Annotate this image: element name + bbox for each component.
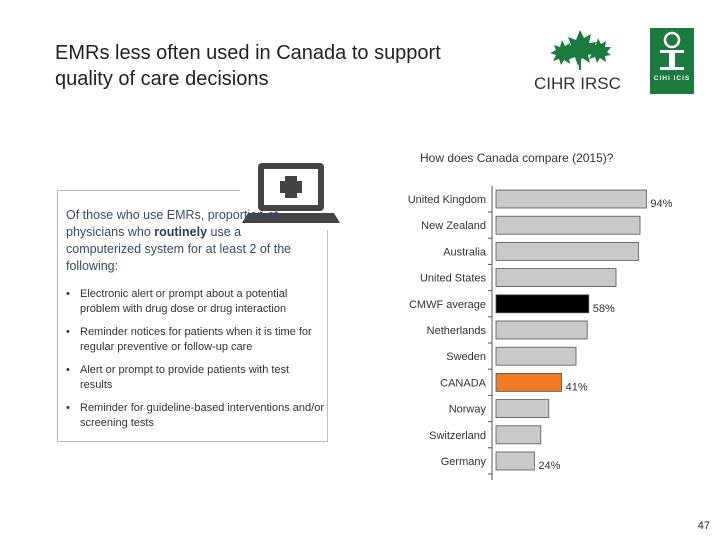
category-label: Sweden: [446, 351, 486, 363]
laptop-medical-icon: [240, 160, 345, 230]
bar-new-zealand: [495, 215, 641, 235]
category-label: Switzerland: [429, 430, 486, 442]
chart-title: How does Canada compare (2015)?: [420, 151, 614, 165]
bar-united-kingdom: [495, 189, 647, 209]
data-label: 94%: [650, 198, 672, 210]
bullet-marker: •: [66, 402, 70, 414]
bar-cmwf-average: [495, 294, 590, 314]
panel-intro-text: Of those who use EMRs, proportion of phy…: [66, 207, 316, 275]
data-label: 24%: [538, 460, 560, 472]
bar-germany: [495, 451, 535, 471]
list-item-text: Electronic alert or prompt about a poten…: [80, 288, 288, 315]
slide-title-line-2: quality of care decisions: [55, 68, 269, 90]
list-item: • Reminder for guideline-based interventi…: [66, 401, 324, 431]
bar-norway: [495, 399, 550, 419]
comparison-bar-chart: United Kingdom 94% New Zealand Australia Uni…: [408, 186, 673, 480]
bar-australia: [495, 242, 639, 261]
bar-canada: [495, 372, 562, 392]
bullet-marker: •: [66, 326, 70, 338]
category-label: United States: [420, 273, 487, 285]
slide-title-line-1: EMRs less often used in Canada to suppor…: [55, 42, 441, 64]
list-item-text: Reminder notices for patients when it is…: [80, 326, 312, 353]
bar-switzerland: [495, 425, 542, 445]
info-panel: [57, 190, 328, 442]
list-item-text: Alert or prompt to provide patients with…: [80, 364, 290, 391]
cihr-logo: CIHR IRSC: [534, 30, 621, 93]
svg-text:CIHR IRSC: CIHR IRSC: [534, 74, 621, 93]
cihi-logo: CIHI ICIS: [650, 28, 694, 94]
category-label: Netherlands: [427, 325, 487, 337]
list-item-text: Reminder for guideline-based interventio…: [80, 402, 324, 429]
bar-netherlands: [495, 320, 588, 340]
data-label: 41%: [566, 381, 588, 393]
bar-united-states: [495, 268, 617, 287]
data-label: 58%: [593, 303, 615, 315]
leaf-cluster-icon: [550, 30, 611, 70]
criteria-list: • Electronic alert or prompt about a pote…: [66, 287, 324, 439]
category-label: CMWF average: [409, 299, 486, 311]
svg-text:CIHI ICIS: CIHI ICIS: [654, 75, 690, 82]
category-label: United Kingdom: [408, 194, 486, 206]
intro-pre: Of those who use EMRs, proportion of phy…: [66, 208, 278, 239]
bar-sweden: [495, 346, 577, 366]
page-number: 47: [697, 520, 710, 532]
category-label: Australia: [443, 246, 487, 258]
list-item: • Electronic alert or prompt about a pote…: [66, 287, 324, 317]
intro-post: use a computerized system for at least 2…: [66, 225, 292, 273]
category-label: Germany: [441, 456, 487, 468]
category-label: New Zealand: [421, 220, 486, 232]
category-label: CANADA: [440, 377, 487, 389]
intro-bold: routinely: [154, 225, 208, 239]
list-item: • Alert or prompt to provide patients wit…: [66, 363, 324, 393]
category-label: Norway: [449, 404, 487, 416]
list-item: • Reminder notices for patients when it i…: [66, 325, 324, 355]
bullet-marker: •: [66, 364, 70, 376]
slide-title: EMRs less often used in Canada to suppor…: [55, 40, 515, 92]
bullet-marker: •: [66, 288, 70, 300]
